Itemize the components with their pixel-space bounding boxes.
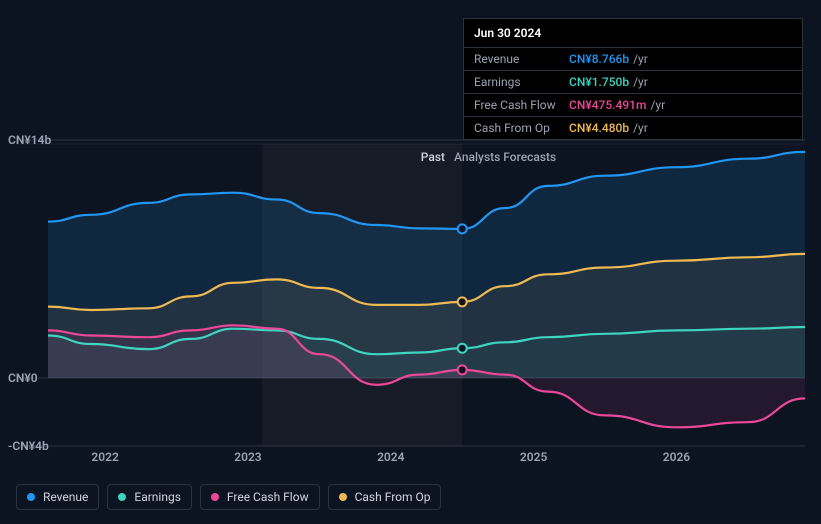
- label-past: Past: [421, 150, 445, 164]
- chart-tooltip: Jun 30 2024 RevenueCN¥8.766b/yrEarningsC…: [463, 18, 803, 140]
- legend-dot-icon: [27, 493, 35, 501]
- tooltip-row: Free Cash FlowCN¥475.491m/yr: [464, 94, 802, 117]
- tooltip-row-value: CN¥4.480b: [569, 121, 629, 135]
- tooltip-row-value: CN¥8.766b: [569, 52, 629, 66]
- x-axis-label: 2024: [377, 450, 404, 464]
- tooltip-row-value: CN¥475.491m: [569, 98, 646, 112]
- tooltip-row-label: Earnings: [474, 75, 569, 89]
- tooltip-row-unit: /yr: [633, 75, 648, 89]
- legend-item-cash-from-op[interactable]: Cash From Op: [328, 484, 442, 510]
- legend-item-free-cash-flow[interactable]: Free Cash Flow: [200, 484, 320, 510]
- legend-label: Earnings: [134, 490, 181, 504]
- legend-dot-icon: [339, 493, 347, 501]
- label-forecast: Analysts Forecasts: [454, 150, 556, 164]
- x-axis-label: 2023: [234, 450, 261, 464]
- tooltip-row-unit: /yr: [650, 98, 665, 112]
- x-axis-label: 2025: [520, 450, 547, 464]
- chart-legend: Revenue Earnings Free Cash Flow Cash From O…: [16, 484, 441, 510]
- tooltip-row-unit: /yr: [633, 121, 648, 135]
- tooltip-row: EarningsCN¥1.750b/yr: [464, 71, 802, 94]
- legend-dot-icon: [118, 493, 126, 501]
- y-axis-label: CN¥14b: [8, 133, 51, 147]
- legend-item-revenue[interactable]: Revenue: [16, 484, 99, 510]
- tooltip-title: Jun 30 2024: [464, 19, 802, 48]
- legend-item-earnings[interactable]: Earnings: [107, 484, 192, 510]
- legend-label: Cash From Op: [355, 490, 431, 504]
- legend-label: Free Cash Flow: [227, 490, 309, 504]
- tooltip-row-label: Revenue: [474, 52, 569, 66]
- x-axis-label: 2026: [663, 450, 690, 464]
- tooltip-row-unit: /yr: [633, 52, 648, 66]
- tooltip-row-label: Cash From Op: [474, 121, 569, 135]
- tooltip-row: RevenueCN¥8.766b/yr: [464, 48, 802, 71]
- legend-dot-icon: [211, 493, 219, 501]
- tooltip-row: Cash From OpCN¥4.480b/yr: [464, 117, 802, 139]
- tooltip-row-value: CN¥1.750b: [569, 75, 629, 89]
- legend-label: Revenue: [43, 490, 88, 504]
- y-axis-label: -CN¥4b: [8, 439, 49, 453]
- tooltip-row-label: Free Cash Flow: [474, 98, 569, 112]
- x-axis-label: 2022: [91, 450, 118, 464]
- y-axis-label: CN¥0: [8, 371, 38, 385]
